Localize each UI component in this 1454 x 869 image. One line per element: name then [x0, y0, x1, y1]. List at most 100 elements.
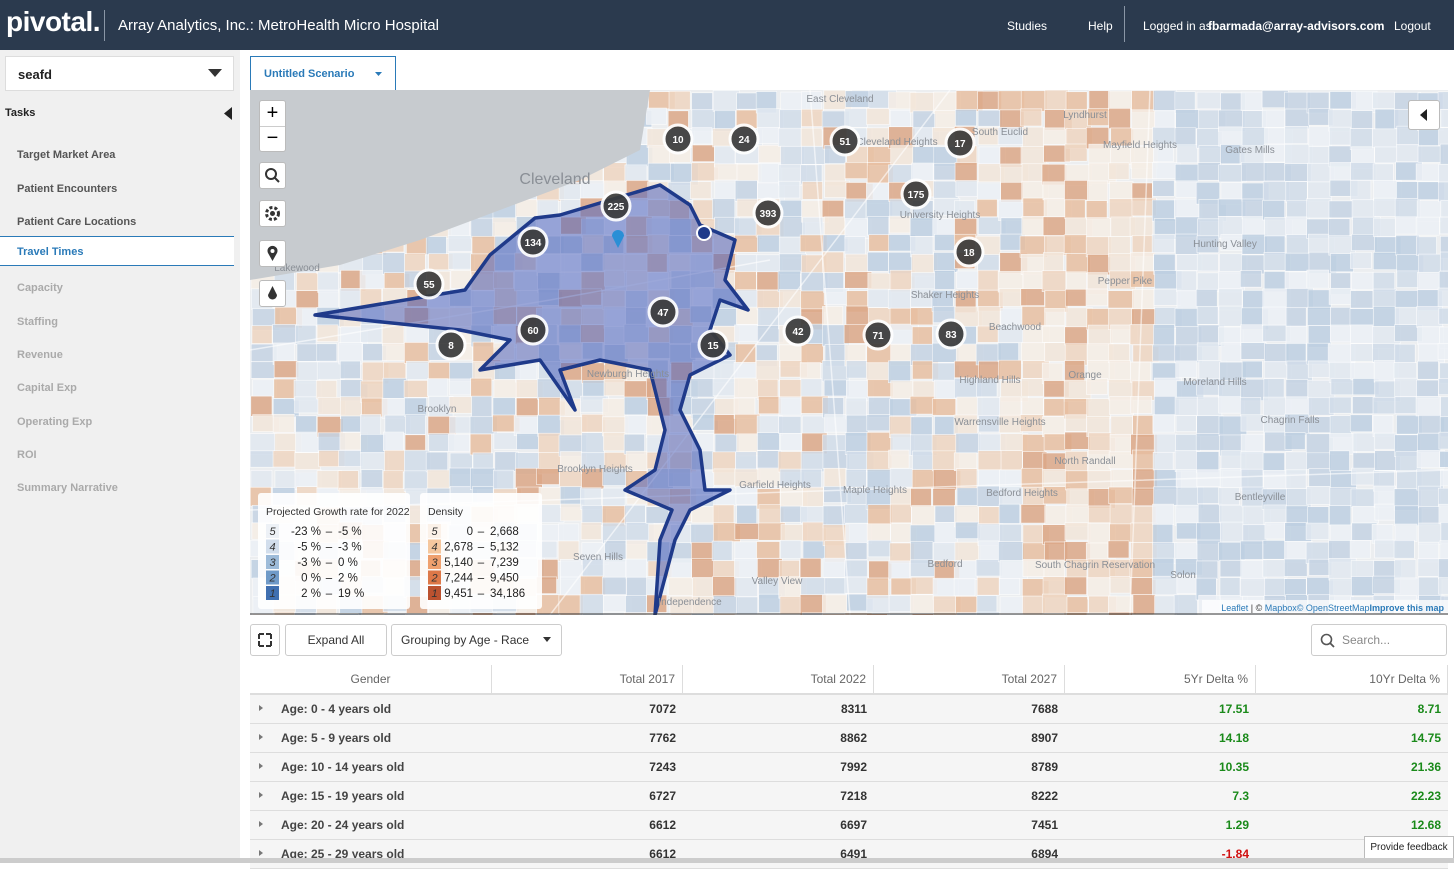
- task-item[interactable]: Staffing: [0, 307, 234, 337]
- grouping-select[interactable]: Grouping by Age - Race: [391, 624, 562, 656]
- tract: [361, 452, 388, 472]
- logo[interactable]: pivotal.: [6, 6, 100, 38]
- tract: [1330, 162, 1353, 181]
- cluster-count: 24: [738, 135, 750, 146]
- place-label: Newburgh Heights: [587, 369, 669, 380]
- column-header[interactable]: Total 2022: [683, 665, 874, 693]
- tract: [295, 432, 320, 452]
- task-item[interactable]: ROI: [0, 440, 234, 470]
- search-box[interactable]: Search...: [1311, 624, 1447, 656]
- tract: [426, 237, 446, 255]
- task-item[interactable]: Patient Care Locations: [0, 207, 234, 237]
- tract: [253, 380, 277, 397]
- task-item[interactable]: Operating Exp: [0, 407, 234, 437]
- tract: [1176, 361, 1197, 378]
- task-item[interactable]: Revenue: [0, 340, 234, 370]
- tract: [1416, 164, 1439, 181]
- attribution-part[interactable]: Mapbox: [1265, 603, 1298, 613]
- tract: [934, 380, 957, 399]
- tract: [715, 180, 738, 200]
- tract: [692, 93, 713, 111]
- attribution-part[interactable]: Improve this map: [1369, 603, 1444, 613]
- place-label: Bedford Heights: [986, 488, 1058, 499]
- cluster-count: 225: [608, 202, 625, 213]
- expand-all-button[interactable]: Expand All: [285, 624, 387, 656]
- tract: [1001, 182, 1024, 202]
- tract: [756, 360, 779, 380]
- tract: [1001, 218, 1024, 235]
- place-label: Beachwood: [989, 322, 1041, 333]
- select-caret: [208, 69, 222, 78]
- tract: [251, 396, 272, 416]
- column-header[interactable]: 10Yr Delta %: [1256, 665, 1448, 693]
- legend-separator: –: [478, 573, 485, 585]
- column-header[interactable]: Gender: [250, 665, 492, 693]
- expand-arrow[interactable]: [259, 792, 263, 798]
- tract: [1176, 416, 1196, 432]
- tract: [1350, 415, 1372, 432]
- tract: [1285, 433, 1305, 450]
- expand-arrow[interactable]: [259, 705, 263, 711]
- expand-arrow[interactable]: [259, 821, 263, 827]
- tract: [910, 525, 936, 543]
- expand-arrow[interactable]: [259, 850, 263, 856]
- panel-toggle[interactable]: [1408, 100, 1440, 130]
- column-header[interactable]: Total 2027: [874, 665, 1065, 693]
- cluster-count: 8: [448, 341, 454, 352]
- pin-tool[interactable]: [259, 240, 286, 267]
- drop-tool[interactable]: [259, 280, 286, 307]
- expand-arrow[interactable]: [259, 763, 263, 769]
- fullscreen-button[interactable]: [250, 624, 280, 656]
- tract: [625, 165, 647, 182]
- feedback-button[interactable]: Provide feedback: [1364, 836, 1454, 860]
- zoom-out[interactable]: −: [260, 127, 285, 150]
- task-item[interactable]: Target Market Area: [0, 140, 234, 170]
- tract: [1351, 560, 1374, 578]
- task-item[interactable]: Capital Exp: [0, 373, 234, 403]
- zoom-in[interactable]: +: [260, 102, 285, 125]
- tract: [1438, 288, 1448, 307]
- tract: [514, 416, 538, 436]
- column-header[interactable]: 5Yr Delta %: [1065, 665, 1256, 693]
- scenario-tab[interactable]: Untitled Scenario: [250, 56, 396, 90]
- place-label: Solon: [1170, 570, 1196, 581]
- cell-value: 17.51: [1065, 695, 1249, 724]
- tract: [1418, 146, 1443, 162]
- nav-link[interactable]: Help: [1088, 19, 1113, 33]
- tract: [1197, 307, 1218, 325]
- place-label: Bedford: [927, 559, 962, 570]
- tract: [693, 577, 716, 598]
- attribution-part[interactable]: © OpenStreetMap: [1297, 603, 1370, 613]
- attribution-part[interactable]: Leaflet: [1221, 603, 1249, 613]
- place-label: Brooklyn Heights: [557, 464, 633, 475]
- expand-arrow[interactable]: [259, 734, 263, 740]
- tract: [1109, 108, 1131, 128]
- tract: [582, 433, 605, 454]
- column-header[interactable]: Total 2017: [492, 665, 683, 693]
- tract: [273, 324, 299, 344]
- task-item[interactable]: Summary Narrative: [0, 473, 234, 503]
- tract: [1395, 524, 1417, 542]
- task-item[interactable]: Capacity: [0, 273, 234, 303]
- tract: [1372, 129, 1399, 148]
- attribution-part: | ©: [1248, 603, 1264, 613]
- collapse-icon[interactable]: [224, 107, 232, 120]
- tract: [1175, 308, 1198, 327]
- task-item[interactable]: Patient Encounters: [0, 174, 234, 204]
- nav-link[interactable]: Studies: [1007, 19, 1047, 33]
- tract: [867, 108, 890, 124]
- tract: [1440, 217, 1448, 234]
- search-tool[interactable]: [259, 162, 286, 189]
- settings-tool[interactable]: [259, 200, 286, 227]
- tract: [759, 594, 782, 613]
- cluster-count: 10: [672, 135, 684, 146]
- logout[interactable]: Logout: [1394, 19, 1431, 33]
- task-item[interactable]: Travel Times: [0, 236, 234, 266]
- place-label: Valley View: [752, 576, 804, 587]
- legend-class: 2: [268, 573, 275, 585]
- tract: [1264, 379, 1284, 399]
- tract: [890, 504, 911, 523]
- tract: [1153, 524, 1173, 544]
- project-select[interactable]: seafd: [5, 56, 234, 91]
